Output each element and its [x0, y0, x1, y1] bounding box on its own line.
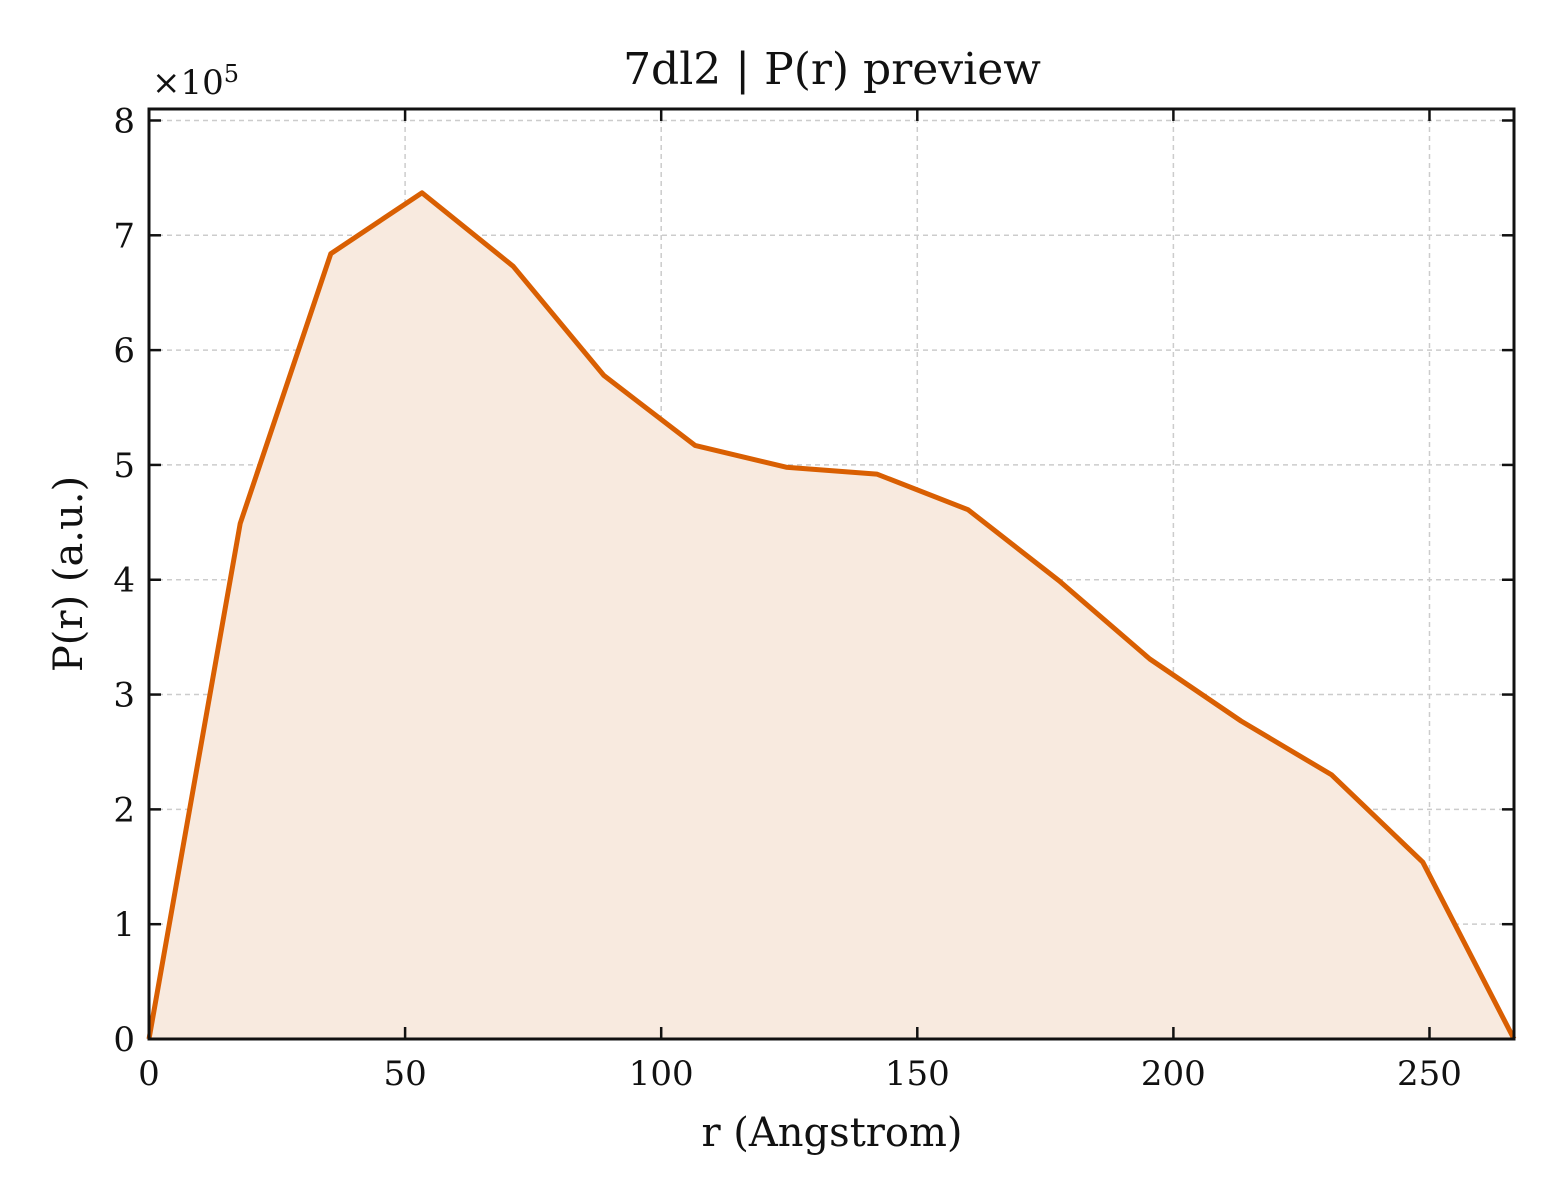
x-tick-label: 250	[1397, 1054, 1462, 1094]
x-tick-label: 0	[138, 1054, 160, 1094]
y-tick-label: 6	[113, 331, 135, 371]
x-tick-label: 100	[629, 1054, 694, 1094]
y-tick-label: 4	[113, 561, 135, 601]
chart-title: 7dl2 | P(r) preview	[623, 44, 1041, 95]
y-tick-label: 0	[113, 1020, 135, 1060]
y-scale-exponent: 5	[224, 60, 239, 88]
x-tick-label: 200	[1141, 1054, 1206, 1094]
y-scale-prefix: ×10	[152, 63, 224, 103]
y-tick-label: 1	[113, 905, 135, 945]
y-tick-label: 8	[113, 101, 135, 141]
y-axis-label: P(r) (a.u.)	[46, 476, 92, 672]
x-tick-label: 150	[885, 1054, 950, 1094]
pr-series-line	[146, 190, 1517, 1041]
y-scale-multiplier: ×105	[152, 60, 239, 103]
plot-frame	[147, 107, 1516, 1041]
pr-area-fill	[149, 192, 1514, 1040]
y-tick-label: 3	[113, 676, 135, 716]
y-tick-label: 5	[113, 446, 135, 486]
y-tick-label: 7	[113, 216, 135, 256]
tick-labels: 0 50 100 150 200 250 0 1 2 3 4 5 6 7 8	[113, 101, 1462, 1094]
y-tick-label: 2	[113, 790, 135, 830]
x-axis-label: r (Angstrom)	[701, 1110, 962, 1156]
x-tick-label: 50	[383, 1054, 426, 1094]
